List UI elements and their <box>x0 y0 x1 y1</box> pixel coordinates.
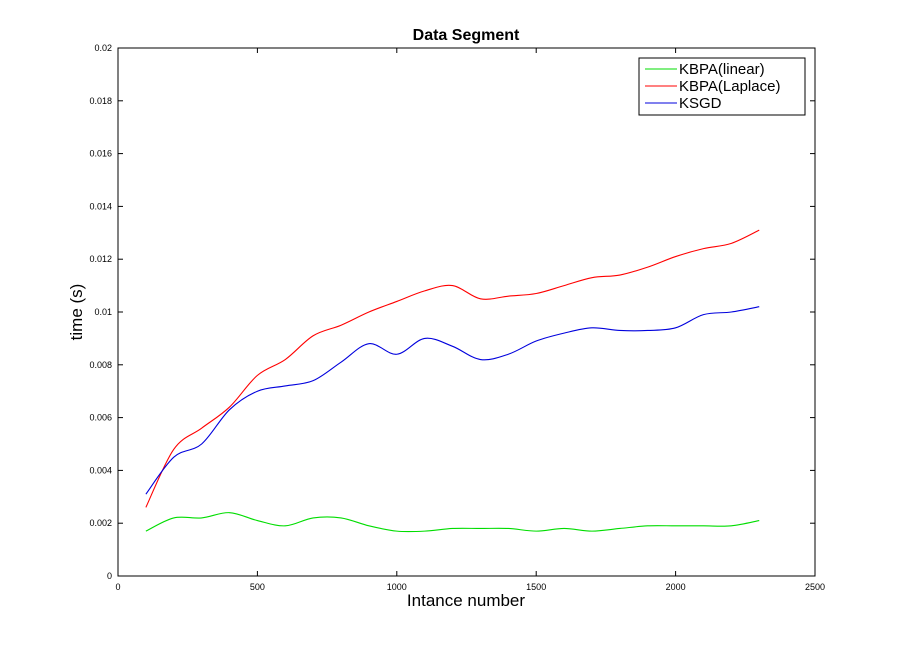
y-tick-label: 0.008 <box>89 360 112 370</box>
plot-area: 0 500 1000 1500 2000 2500 0 0.002 0.004 0.006 0.00… <box>89 43 825 592</box>
series-line-kbpa-laplace <box>145 229 760 508</box>
y-tick-label: 0.02 <box>94 43 112 53</box>
x-axis-label: Intance number <box>407 591 525 610</box>
y-tick-label: 0.004 <box>89 465 112 475</box>
y-axis-label: time (s) <box>67 284 86 341</box>
legend-label: KBPA(linear) <box>679 61 765 78</box>
x-tick-label: 2500 <box>805 582 825 592</box>
y-tick-label: 0.01 <box>94 307 112 317</box>
y-tick-label: 0.006 <box>89 413 112 423</box>
y-tick-label: 0.016 <box>89 149 112 159</box>
y-tick-label: 0.002 <box>89 518 112 528</box>
y-tick-label: 0.018 <box>89 96 112 106</box>
x-tick-label: 1000 <box>387 582 407 592</box>
series-line-ksgd <box>145 306 760 495</box>
legend: KBPA(linear)KBPA(Laplace)KSGD <box>638 57 806 116</box>
series-line-kbpa-linear <box>145 512 760 533</box>
chart-title: Data Segment <box>413 27 520 44</box>
x-tick-label: 2000 <box>666 582 686 592</box>
y-tick-label: 0.012 <box>89 254 112 264</box>
y-tick-label: 0 <box>107 571 112 581</box>
x-tick-label: 500 <box>250 582 265 592</box>
y-tick-label: 0.014 <box>89 201 112 211</box>
legend-label: KBPA(Laplace) <box>679 78 780 95</box>
x-tick-label: 0 <box>115 582 120 592</box>
x-tick-label: 1500 <box>526 582 546 592</box>
legend-label: KSGD <box>679 95 722 112</box>
